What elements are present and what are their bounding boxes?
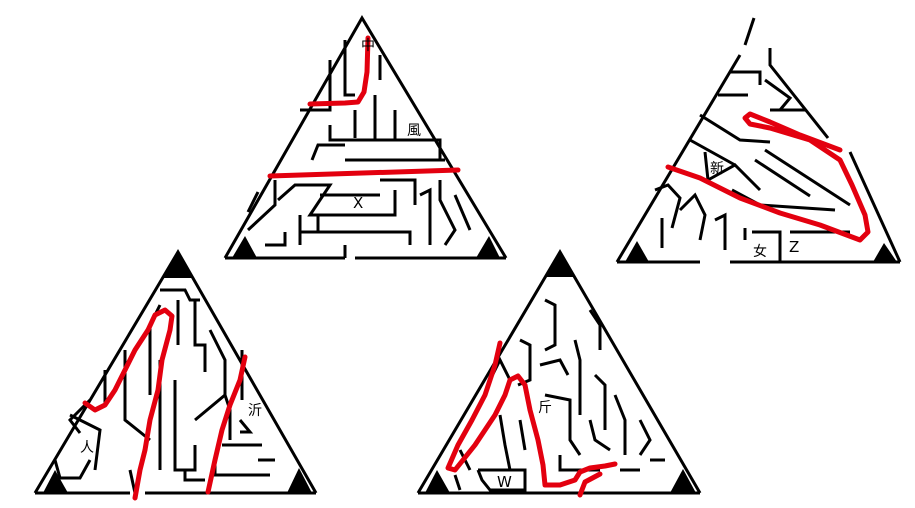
maze-top-center-label-3: X (353, 194, 363, 212)
maze-top-right-walls (615, 17, 902, 264)
maze-bottom-center-solution-path (445, 340, 618, 498)
maze-bottom-center: 斤 W (416, 249, 702, 498)
maze-top-right-label-3: Z (789, 238, 799, 256)
maze-top-center: 中 風 X (223, 15, 508, 260)
maze-bottom-left-label-2: 沂 (248, 403, 262, 419)
maze-top-right-label-1: 新 (710, 161, 724, 177)
maze-bottom-left-solution-path (82, 307, 248, 501)
maze-top-center-label-2: 風 (407, 123, 421, 139)
maze-bottom-center-label-2: W (497, 473, 512, 491)
maze-bottom-left-label-1: 人 (80, 440, 94, 456)
maze-bottom-left-walls (33, 249, 318, 495)
maze-bottom-left: 人 沂 (33, 249, 318, 501)
maze-top-center-walls (223, 15, 508, 260)
maze-bottom-center-walls (416, 249, 702, 495)
maze-bottom-center-label-1: 斤 (538, 400, 552, 416)
maze-top-center-solution-path (267, 35, 461, 179)
maze-top-right-label-2: 女 (753, 243, 767, 260)
maze-top-right: 新 女 Z (615, 17, 902, 264)
maze-top-right-solution-path (665, 111, 871, 243)
maze-top-center-label-1: 中 (361, 38, 375, 54)
